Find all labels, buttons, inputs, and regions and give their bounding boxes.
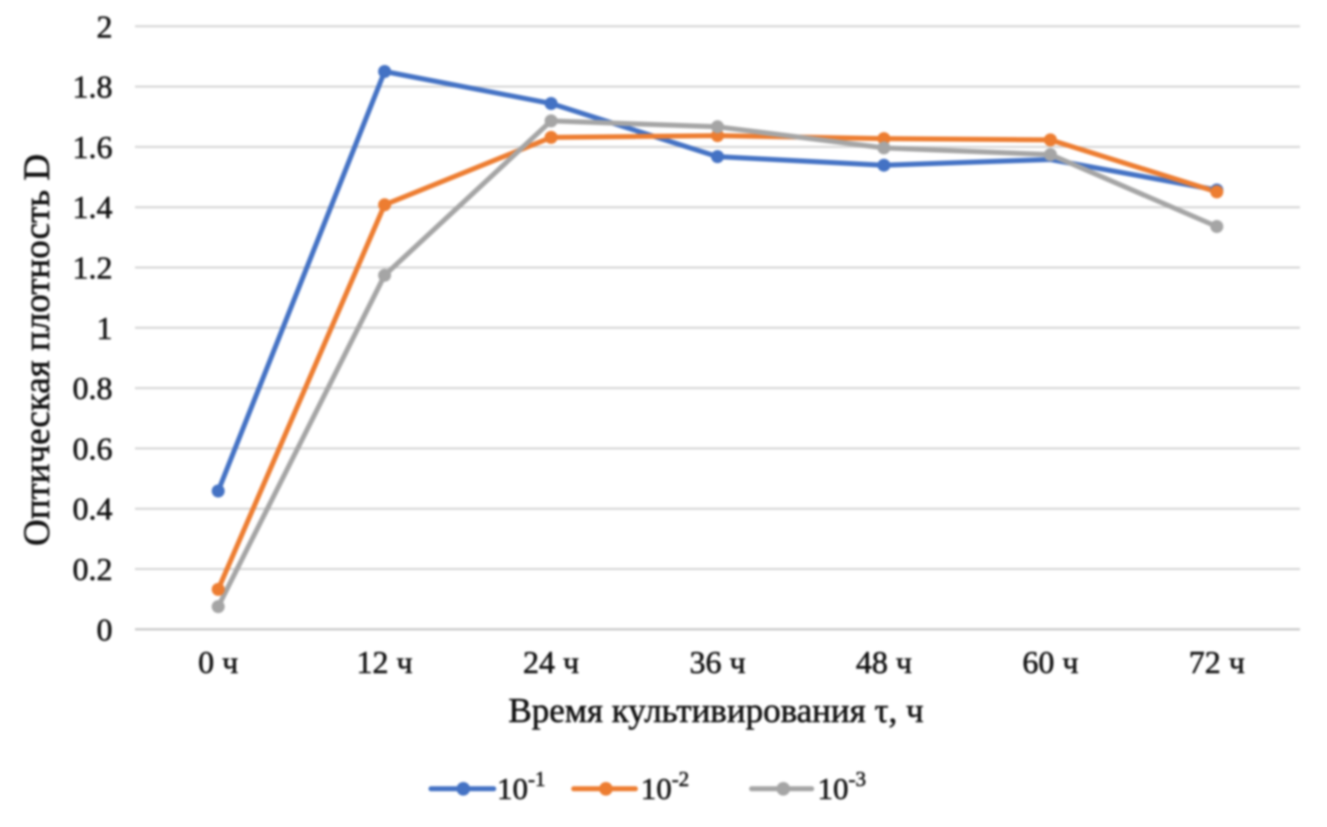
svg-text:Оптическая плотность D: Оптическая плотность D — [17, 154, 58, 546]
svg-text:0 ч: 0 ч — [198, 644, 238, 680]
svg-text:1.2: 1.2 — [73, 250, 113, 286]
svg-text:2: 2 — [97, 8, 113, 44]
svg-text:0.6: 0.6 — [73, 430, 113, 466]
svg-text:12 ч: 12 ч — [357, 644, 413, 680]
svg-text:24 ч: 24 ч — [523, 644, 579, 680]
svg-text:72 ч: 72 ч — [1189, 644, 1245, 680]
svg-text:60 ч: 60 ч — [1022, 644, 1078, 680]
svg-text:1.6: 1.6 — [73, 129, 113, 165]
svg-text:0.4: 0.4 — [73, 491, 113, 527]
svg-text:1: 1 — [97, 310, 113, 346]
svg-text:0.8: 0.8 — [73, 370, 113, 406]
svg-text:36 ч: 36 ч — [689, 644, 745, 680]
svg-text:1.4: 1.4 — [73, 189, 113, 225]
svg-text:48 ч: 48 ч — [856, 644, 912, 680]
svg-text:1.8: 1.8 — [73, 69, 113, 105]
svg-text:0: 0 — [97, 611, 113, 647]
svg-text:Время культивирования τ, ч: Время культивирования τ, ч — [508, 691, 923, 730]
svg-text:0.2: 0.2 — [73, 551, 113, 587]
